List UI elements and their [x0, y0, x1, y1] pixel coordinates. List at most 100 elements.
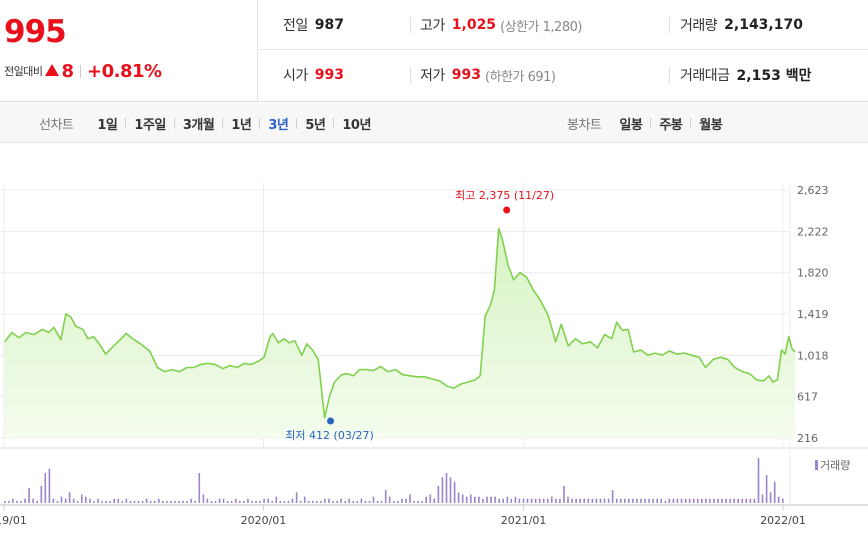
amount-label: 거래대금 — [680, 68, 730, 84]
volume-bar — [656, 498, 658, 503]
volume-bar — [20, 500, 22, 503]
line-tab-6[interactable]: 10년 — [342, 117, 371, 133]
volume-bar — [494, 496, 496, 503]
volume-bar — [745, 498, 748, 503]
volume-bar — [328, 498, 330, 503]
volume-bar — [526, 498, 529, 503]
candle-tab-2[interactable]: 월봉 — [699, 117, 723, 133]
volume-bar — [498, 498, 500, 503]
volume-bar — [765, 475, 768, 503]
tab-divider — [650, 117, 652, 129]
volume-bar — [263, 498, 265, 503]
volume-bar — [251, 500, 253, 503]
candle-tab-1[interactable]: 주봉 — [659, 117, 683, 133]
volume-bar — [534, 498, 537, 503]
volume-bar — [490, 496, 492, 503]
volume-bar — [16, 500, 18, 503]
line-tab-1[interactable]: 1주일 — [134, 117, 166, 133]
volume-bar — [510, 498, 513, 503]
volume-bar — [393, 500, 395, 503]
volume-bar — [583, 498, 585, 503]
x-axis: 2019/01 2020/01 2021/01 2022/01 — [0, 505, 806, 527]
volume-bar — [316, 500, 318, 503]
volume-bar — [145, 498, 148, 503]
volume-bar — [486, 496, 488, 503]
price-chart[interactable]: 최고 2,375 (11/27) 최저 412 (03/27) 2,623 2,22… — [0, 143, 868, 534]
volume-bar — [769, 492, 772, 503]
volume-bar — [506, 496, 509, 503]
volume-bar — [478, 496, 480, 503]
y-tick-label: 617 — [797, 391, 818, 404]
candle-chart-tabs: 봉차트 일봉 주봉 월봉 — [567, 103, 730, 143]
volume-bar — [271, 500, 273, 503]
volume-bar — [8, 500, 10, 503]
volume-bar — [441, 477, 444, 503]
volume-bar — [397, 500, 399, 503]
volume-bar — [603, 498, 606, 503]
volume-bar — [538, 498, 541, 503]
volume-bar — [97, 498, 99, 503]
candle-tab-0[interactable]: 일봉 — [619, 117, 643, 133]
volume-bar — [709, 498, 711, 503]
volume-bar — [518, 498, 521, 503]
min-marker — [327, 417, 335, 425]
volume-bar — [194, 500, 196, 503]
volume-bar — [725, 498, 727, 503]
volume-bar — [405, 498, 407, 503]
volume-bar — [733, 498, 735, 503]
stats-row-1: 전일 987 고가 1,025 (상한가 1,280) 거래량 2,143,17… — [258, 0, 868, 50]
x-tick-label: 2020/01 — [241, 514, 287, 527]
volume-bar — [239, 500, 241, 503]
line-tab-4[interactable]: 3년 — [268, 117, 289, 133]
price-area — [4, 228, 796, 438]
prev-close-label: 전일 — [283, 18, 308, 34]
volume-bar — [692, 498, 695, 503]
change-rate: +0.81% — [87, 60, 162, 82]
line-tab-5[interactable]: 5년 — [305, 117, 326, 133]
volume-bar — [636, 498, 638, 503]
tab-divider — [333, 117, 335, 129]
volume-bar — [170, 500, 172, 503]
volume-bar — [429, 494, 432, 503]
tab-divider — [259, 117, 261, 129]
volume-bar — [28, 488, 30, 503]
change-value: 8 — [61, 60, 75, 82]
volume-bar — [129, 500, 132, 503]
volume-bar — [259, 500, 261, 503]
volume-bar — [60, 496, 63, 503]
volume-bar — [206, 498, 209, 503]
volume-bar — [413, 500, 415, 503]
volume-bar — [105, 500, 107, 503]
volume-legend-swatch — [815, 460, 818, 470]
low-value: 993 — [451, 67, 481, 83]
volume-bar — [587, 498, 590, 503]
volume-bar — [676, 498, 679, 503]
volume-bar — [287, 500, 290, 503]
volume-bar — [660, 498, 662, 503]
line-tab-0[interactable]: 1일 — [97, 117, 118, 133]
volume-bar — [230, 500, 233, 503]
volume-bar — [283, 500, 286, 503]
volume-bar — [705, 498, 707, 503]
high-label: 고가 — [420, 18, 445, 34]
volume-bar — [12, 498, 14, 503]
line-tab-3[interactable]: 1년 — [231, 117, 252, 133]
y-axis: 2,623 2,222 1,820 1,419 1,018 617 216 — [797, 184, 829, 445]
price-series — [4, 227, 796, 438]
high-price: 고가 1,025 (상한가 1,280) — [410, 17, 582, 35]
divider — [80, 64, 82, 78]
volume-bar — [89, 498, 91, 503]
price-line — [4, 227, 796, 419]
volume-bar — [76, 500, 79, 503]
volume-bar — [579, 498, 581, 503]
tab-divider — [125, 117, 127, 129]
volume-bar — [567, 496, 569, 503]
quote-summary: 995 전일대비 8 +0.81% 전일 987 고가 1,025 (상한가 1… — [0, 0, 868, 102]
volume-bar — [93, 500, 95, 503]
y-tick-label: 1,018 — [797, 349, 829, 362]
volume-bar — [457, 492, 460, 503]
volume-bar — [721, 498, 723, 503]
line-tab-2[interactable]: 3개월 — [182, 117, 215, 133]
volume-bar — [591, 498, 594, 503]
volume-bar — [190, 498, 192, 503]
